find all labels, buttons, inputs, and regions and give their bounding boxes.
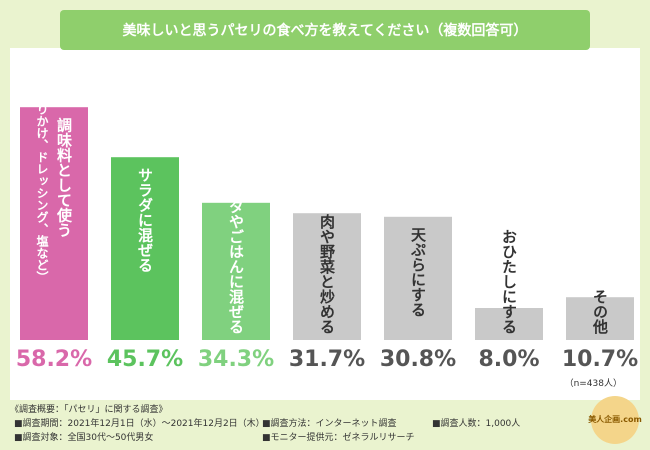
bar: [293, 213, 361, 340]
value-label: 8.0%: [478, 347, 539, 372]
footer-heading: 《調査概要：「パセリ」に関する調査》: [10, 403, 168, 415]
logo: 美人企画.com: [588, 414, 642, 424]
category-label: その他: [591, 289, 609, 335]
footer-item: ■調査方法：インターネット調査: [262, 417, 397, 429]
value-label: 34.3%: [198, 347, 274, 372]
bar: [475, 308, 543, 340]
category-label: パスタやごはんに混ぜる: [227, 169, 245, 334]
value-label: 58.2%: [16, 347, 92, 372]
category-label: 調味料として使う: [55, 116, 73, 237]
category-label: サラダに混ぜる: [136, 167, 154, 272]
category-label: おひたしにする: [500, 229, 518, 334]
category-label: （ふりかけ、ドレッシング、塩など）: [35, 79, 49, 283]
footer-item: ■モニター提供元：ゼネラルリサーチ: [262, 431, 415, 443]
bar: [202, 202, 270, 340]
logo-badge: [591, 396, 639, 444]
bar: [111, 157, 179, 340]
chart-title: 美味しいと思うパセリの食べ方を教えてください（複数回答可）: [123, 22, 528, 39]
footer-item: ■調査対象：全国30代～50代男女: [14, 431, 153, 443]
bar: [384, 216, 452, 340]
value-label: 31.7%: [289, 347, 365, 372]
bar: [20, 107, 88, 340]
footer-item: ■調査期間：2021年12月1日（水）～2021年12月2日（木）: [14, 417, 265, 429]
title-banner: [60, 10, 590, 50]
sample-note: （n=438人）: [565, 378, 622, 389]
value-label: 10.7%: [562, 347, 638, 372]
bar: [566, 297, 634, 340]
value-label: 30.8%: [380, 347, 456, 372]
category-label: 天ぷらにする: [409, 227, 427, 317]
footer-item: ■調査人数：1,000人: [432, 417, 520, 429]
value-label: 45.7%: [107, 347, 183, 372]
category-label: 肉や野菜と炒める: [318, 213, 336, 334]
